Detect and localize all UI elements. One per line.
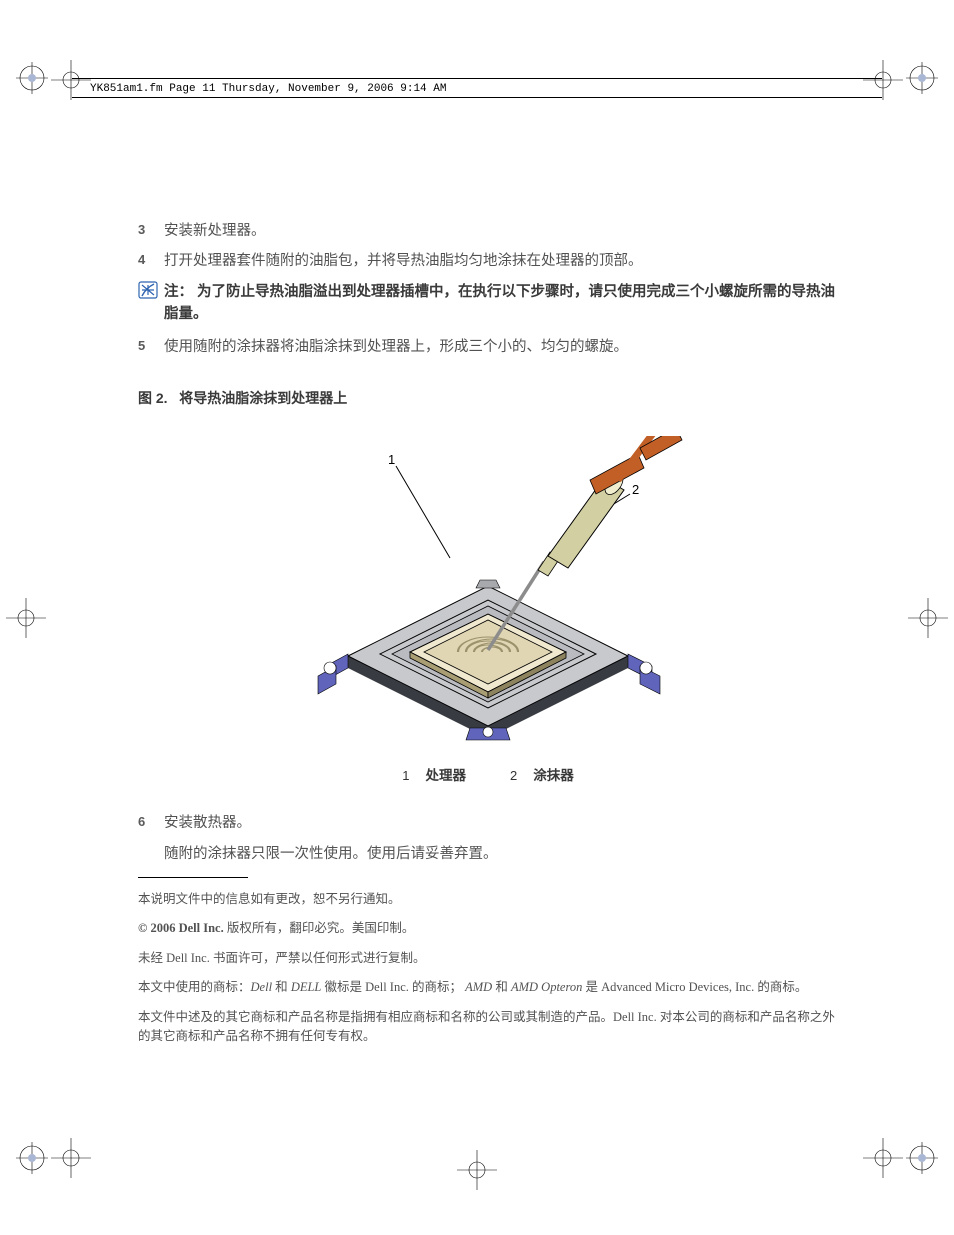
main-content: 3 安装新处理器。 4 打开处理器套件随附的油脂包，并将导热油脂均匀地涂抹在处理… xyxy=(138,220,838,866)
note-label: 注： xyxy=(164,284,193,300)
figure-number: 图 2. xyxy=(138,390,168,406)
note-body: 为了防止导热油脂溢出到处理器插槽中，在执行以下步骤时，请只使用完成三个小螺旋所需… xyxy=(164,284,835,322)
step-3: 3 安装新处理器。 xyxy=(138,220,838,242)
callout-number: 2 xyxy=(510,768,517,783)
note-icon xyxy=(138,281,160,306)
footer-rule xyxy=(138,877,248,878)
leader-2-num: 2 xyxy=(632,482,639,497)
callout-label: 涂抹器 xyxy=(533,768,574,783)
figure-illustration: 1 2 xyxy=(138,436,838,746)
step-5: 5 使用随附的涂抹器将油脂涂抹到处理器上，形成三个小的、均匀的螺旋。 xyxy=(138,336,838,358)
figure-title: 将导热油脂涂抹到处理器上 xyxy=(179,390,347,406)
step-text: 安装散热器。 xyxy=(164,812,838,834)
leader-1-num: 1 xyxy=(388,452,395,467)
step-6: 6 安装散热器。 xyxy=(138,812,838,834)
figure-callouts: 1 处理器 2 涂抹器 xyxy=(138,764,838,784)
footer-line: 本说明文件中的信息如有更改，恕不另行通知。 xyxy=(138,890,838,909)
figure-caption: 图 2. 将导热油脂涂抹到处理器上 xyxy=(138,388,838,408)
copyright-owner: © 2006 Dell Inc. xyxy=(138,921,224,935)
footer-trademarks: 本文中使用的商标：Dell 和 DELL 徽标是 Dell Inc. 的商标； … xyxy=(138,978,838,997)
callout-number: 1 xyxy=(402,768,409,783)
footer-disclaimer: 本文件中述及的其它商标和产品名称是指拥有相应商标和名称的公司或其制造的产品。De… xyxy=(138,1008,838,1047)
post-step-text: 随附的涂抹器只限一次性使用。使用后请妥善弃置。 xyxy=(164,843,838,866)
callout-1: 1 处理器 xyxy=(402,764,466,784)
footer-legal: 本说明文件中的信息如有更改，恕不另行通知。 © 2006 Dell Inc. 版… xyxy=(138,877,838,1056)
callout-2: 2 涂抹器 xyxy=(510,764,574,784)
step-4: 4 打开处理器套件随附的油脂包，并将导热油脂均匀地涂抹在处理器的顶部。 xyxy=(138,250,838,272)
step-text: 打开处理器套件随附的油脂包，并将导热油脂均匀地涂抹在处理器的顶部。 xyxy=(164,250,838,272)
step-number: 6 xyxy=(138,812,164,834)
note-block: 注：为了防止导热油脂溢出到处理器插槽中，在执行以下步骤时，请只使用完成三个小螺旋… xyxy=(138,281,838,326)
step-number: 5 xyxy=(138,336,164,358)
footer-copyright: © 2006 Dell Inc. 版权所有，翻印必究。美国印制。 xyxy=(138,919,838,938)
step-text: 安装新处理器。 xyxy=(164,220,838,242)
callout-label: 处理器 xyxy=(426,768,467,783)
step-number: 3 xyxy=(138,220,164,242)
running-head: YK851am1.fm Page 11 Thursday, November 9… xyxy=(72,78,882,98)
footer-line: 未经 Dell Inc. 书面许可，严禁以任何形式进行复制。 xyxy=(138,949,838,968)
step-number: 4 xyxy=(138,250,164,272)
step-text: 使用随附的涂抹器将油脂涂抹到处理器上，形成三个小的、均匀的螺旋。 xyxy=(164,336,838,358)
